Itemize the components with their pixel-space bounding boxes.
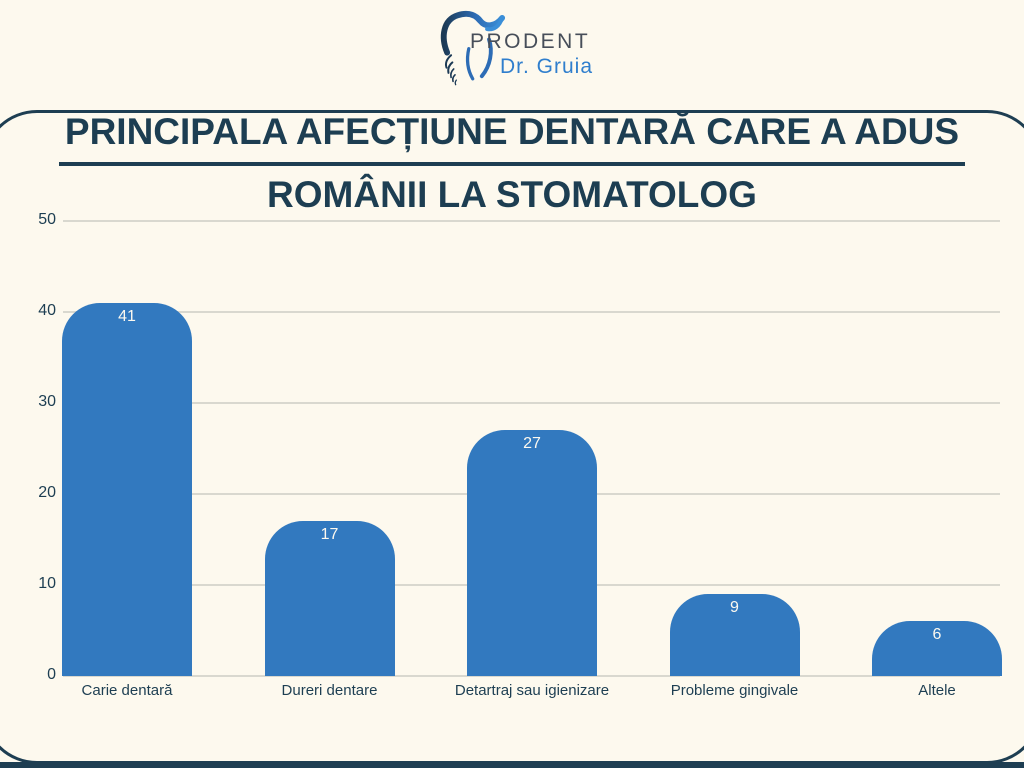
bar: 27 — [467, 430, 597, 676]
bar-value-label: 6 — [932, 626, 942, 643]
chart-title-line1: PRINCIPALA AFECȚIUNE DENTARĂ CARE A ADUS — [58, 111, 966, 166]
category-label: Probleme gingivale — [670, 682, 799, 699]
bar: 6 — [872, 621, 1002, 676]
ytick-label-50: 50 — [38, 211, 56, 228]
bar-value-label: 27 — [523, 435, 541, 452]
brand-name: PRODENT — [470, 30, 591, 53]
gridline-50 — [63, 220, 1000, 222]
chart-title-line2: ROMÂNII LA STOMATOLOG — [267, 173, 757, 215]
bar-value-label: 9 — [730, 599, 739, 616]
ytick-label-0: 0 — [47, 666, 56, 683]
tooth-icon — [440, 10, 506, 86]
bar-value-label: 41 — [118, 308, 136, 325]
brand-subtitle: Dr. Gruia — [500, 55, 594, 78]
category-label: Dureri dentare — [281, 682, 378, 699]
bottom-strip — [0, 762, 1024, 768]
ytick-label-40: 40 — [38, 302, 56, 319]
category-label: Altele — [918, 682, 956, 699]
category-label: Detartraj sau igienizare — [454, 682, 610, 699]
ytick-label-10: 10 — [38, 575, 56, 592]
bar: 41 — [62, 303, 192, 676]
logo: PRODENT Dr. Gruia — [438, 4, 608, 96]
bar: 9 — [669, 594, 800, 676]
bar-value-label: 17 — [320, 526, 339, 543]
gridline-40 — [63, 311, 1000, 313]
category-label: Carie dentară — [81, 682, 173, 699]
gridline-30 — [63, 402, 1000, 404]
ytick-label-20: 20 — [38, 484, 56, 501]
bar: 17 — [264, 521, 395, 676]
ytick-label-30: 30 — [38, 393, 56, 410]
logo-text: PRODENT Dr. Gruia — [470, 30, 593, 79]
chart-title: PRINCIPALA AFECȚIUNE DENTARĂ CARE A ADUS… — [0, 111, 1024, 215]
gridline-0 — [63, 675, 1000, 677]
